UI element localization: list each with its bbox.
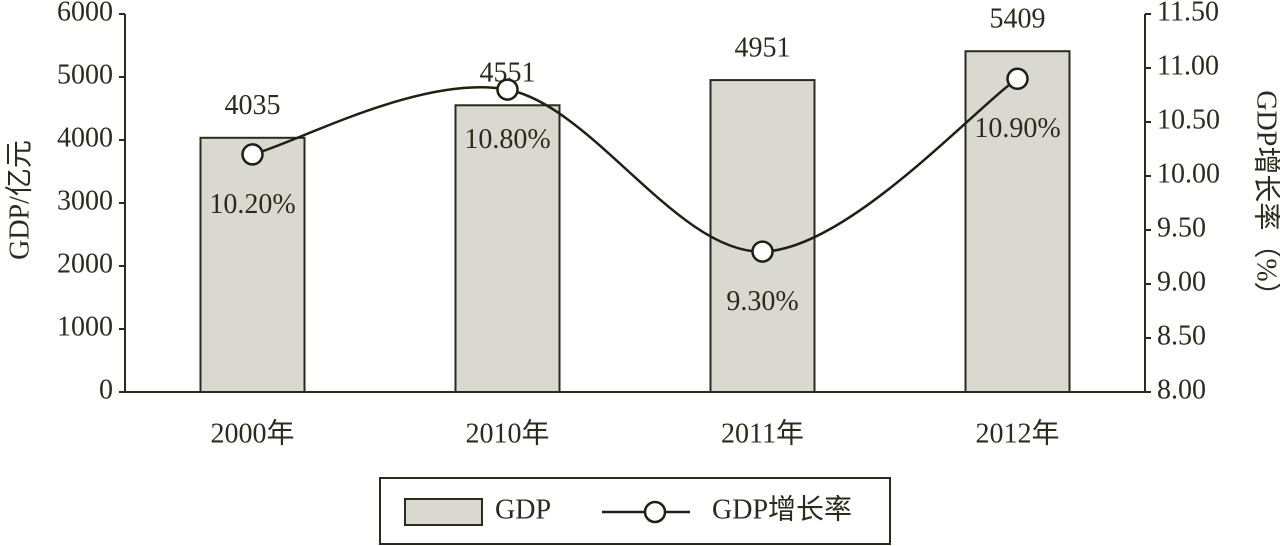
y2-tick-label: 9.50 [1157,212,1206,243]
line-marker [751,240,774,263]
line-marker [496,78,519,101]
bar [709,79,816,393]
legend-label: GDP [495,494,551,525]
bar [199,136,306,393]
y2-tick-label: 11.00 [1157,50,1219,81]
line [252,77,1019,253]
y-axis-title: GDP/亿元 [3,140,35,260]
bar-value-label: 4035 [225,90,281,121]
y2-axis-title: GDP增长率（%） [1251,90,1280,309]
y2-tick-label: 9.00 [1157,266,1206,297]
y-tick-label: 4000 [57,122,113,153]
bar [964,50,1071,393]
y-tick-label: 5000 [57,59,113,90]
bar-value-label: 4951 [735,33,791,64]
line-marker [1006,67,1029,91]
line-value-label: 10.80% [464,124,550,155]
bar-value-label: 5409 [990,4,1046,35]
y-tick-label: 1000 [57,311,113,342]
x-tick-label: 2011年 [721,417,804,449]
x-tick-label: 2010年 [465,417,549,449]
y2-tick-label: 10.50 [1157,104,1220,135]
line-marker [241,143,264,166]
line-value-label: 10.90% [974,113,1060,144]
line-value-label: 9.30% [726,286,798,317]
x-tick-label: 2000年 [210,417,294,449]
y2-tick-label: 10.00 [1157,158,1220,189]
legend-swatch [404,498,483,526]
y2-tick-label: 8.00 [1157,374,1206,405]
y-tick-label: 0 [99,374,113,405]
legend-box [379,477,891,545]
legend-label: GDP增长率 [712,493,852,525]
y2-tick-label: 11.50 [1157,0,1219,27]
x-tick-label: 2012年 [975,417,1059,449]
legend-marker [643,500,667,524]
y2-tick-label: 8.50 [1157,320,1206,351]
y-tick-label: 3000 [57,185,113,216]
y-tick-label: 6000 [57,0,113,27]
line-value-label: 10.20% [209,189,295,220]
y-tick-label: 2000 [57,248,113,279]
bar [454,104,561,394]
